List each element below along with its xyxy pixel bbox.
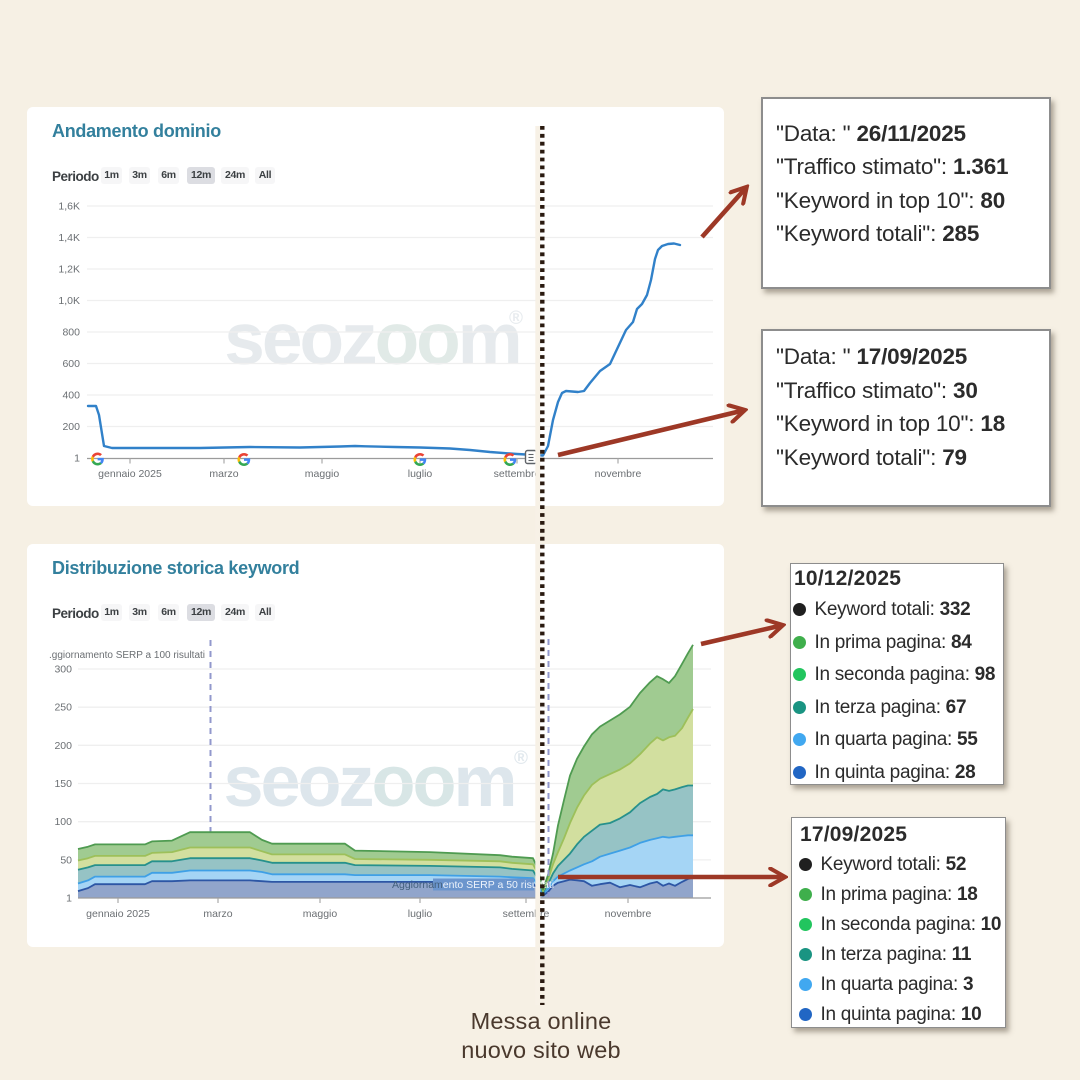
svg-text:1: 1: [74, 453, 80, 465]
svg-text:800: 800: [62, 327, 80, 339]
svg-text:maggio: maggio: [305, 468, 340, 480]
svg-text:600: 600: [62, 358, 80, 370]
svg-text:seozoom: seozoom: [223, 742, 514, 822]
svg-text:250: 250: [54, 702, 72, 714]
svg-text:marzo: marzo: [209, 468, 238, 480]
svg-text:novembre: novembre: [595, 468, 642, 480]
svg-text:1,2K: 1,2K: [58, 264, 80, 276]
svg-text:®: ®: [514, 748, 528, 769]
svg-text:luglio: luglio: [408, 908, 433, 920]
svg-text:1,6K: 1,6K: [58, 201, 80, 213]
svg-text:.ggiornamento SERP a 100 risul: .ggiornamento SERP a 100 risultati: [49, 650, 205, 661]
svg-text:gennaio 2025: gennaio 2025: [86, 908, 150, 920]
svg-text:novembre: novembre: [605, 908, 652, 920]
svg-text:50: 50: [60, 854, 72, 866]
svg-text:Aggiornamento SERP a 50 risult: Aggiornamento SERP a 50 risultati: [392, 879, 554, 891]
svg-text:settembre: settembre: [503, 908, 550, 920]
svg-text:1: 1: [66, 893, 72, 905]
svg-text:®: ®: [509, 308, 523, 329]
svg-text:150: 150: [54, 778, 72, 790]
svg-text:1,0K: 1,0K: [58, 295, 80, 307]
svg-text:400: 400: [62, 390, 80, 402]
svg-text:200: 200: [54, 740, 72, 752]
svg-text:300: 300: [54, 664, 72, 676]
svg-text:1,4K: 1,4K: [58, 232, 80, 244]
svg-text:seozoom: seozoom: [224, 299, 519, 380]
svg-text:maggio: maggio: [303, 908, 338, 920]
svg-text:100: 100: [54, 816, 72, 828]
svg-text:marzo: marzo: [203, 908, 232, 920]
svg-text:200: 200: [62, 421, 80, 433]
svg-text:luglio: luglio: [408, 468, 433, 480]
svg-text:gennaio 2025: gennaio 2025: [98, 468, 162, 480]
svg-text:settembre: settembre: [494, 468, 541, 480]
